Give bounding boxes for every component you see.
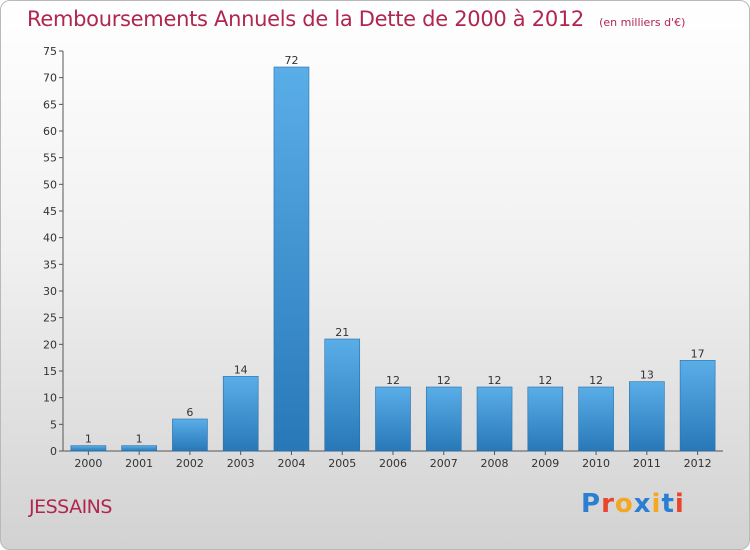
bar-2009[interactable] (527, 386, 564, 452)
y-tick-label: 40 (43, 232, 57, 245)
y-tick-label: 45 (43, 205, 57, 218)
y-tick-label: 20 (43, 338, 57, 351)
logo-letter: t (661, 489, 675, 519)
value-label-2006: 12 (386, 374, 400, 387)
y-tick-label: 35 (43, 258, 57, 271)
bar-2005[interactable] (324, 338, 361, 452)
value-label-2004: 72 (284, 54, 298, 67)
y-tick-label: 0 (50, 445, 57, 458)
x-tick-label: 2000 (74, 457, 102, 470)
logo-letter: x (633, 489, 652, 519)
bar-2012[interactable] (679, 360, 716, 452)
bar-2010[interactable] (578, 386, 614, 452)
logo-letter: r (601, 489, 615, 519)
y-tick-label: 75 (43, 45, 57, 58)
value-label-2010: 12 (589, 374, 603, 387)
bar-2007[interactable] (425, 386, 462, 452)
y-tick-label: 30 (43, 285, 57, 298)
value-label-2001: 1 (136, 433, 143, 446)
value-label-2012: 17 (691, 347, 705, 360)
bar-2002[interactable] (172, 418, 208, 452)
proxiti-logo[interactable]: Proxiti (581, 489, 685, 519)
bar-2000[interactable] (70, 445, 107, 452)
value-label-2009: 12 (538, 374, 552, 387)
x-tick-label: 2004 (277, 457, 305, 470)
x-tick-label: 2007 (430, 457, 458, 470)
chart-title: Remboursements Annuels de la Dette de 20… (27, 7, 584, 31)
x-tick-label: 2012 (684, 457, 712, 470)
commune-name: JESSAINS (29, 496, 112, 518)
bar-2011[interactable] (629, 381, 665, 452)
x-tick-label: 2006 (379, 457, 407, 470)
y-tick-label: 55 (43, 152, 57, 165)
logo-letter: P (581, 489, 602, 519)
y-axis: 0 5 10 15 20 25 30 35 40 45 50 55 60 65 70 75 (43, 45, 64, 458)
value-label-2008: 12 (488, 374, 502, 387)
value-label-2005: 21 (335, 326, 349, 339)
bar-2006[interactable] (375, 386, 411, 452)
logo-letter: o (614, 489, 634, 519)
x-tick-label: 2003 (227, 457, 255, 470)
title-row: Remboursements Annuels de la Dette de 20… (27, 7, 685, 31)
y-tick-label: 25 (43, 312, 57, 325)
value-label-2000: 1 (85, 433, 92, 446)
value-label-2011: 13 (640, 369, 654, 382)
y-tick-label: 70 (43, 72, 57, 85)
x-tick-label: 2001 (125, 457, 153, 470)
x-tick-label: 2009 (531, 457, 559, 470)
value-label-2003: 14 (234, 363, 248, 376)
bar-2003[interactable] (222, 376, 259, 452)
y-tick-label: 50 (43, 178, 57, 191)
x-tick-label: 2011 (633, 457, 661, 470)
bar-2001[interactable] (121, 445, 157, 452)
bars (70, 66, 716, 452)
y-tick-label: 5 (50, 418, 57, 431)
x-axis: 2000 2001 2002 2003 2004 2005 2006 2007 2008 2009… (63, 450, 723, 470)
bar-2004[interactable] (273, 66, 310, 452)
x-tick-label: 2010 (582, 457, 610, 470)
value-labels: 1 1 6 14 72 21 12 12 12 12 12 13 17 (85, 54, 705, 446)
y-tick-label: 60 (43, 125, 57, 138)
logo-letter: i (674, 489, 685, 519)
x-tick-label: 2008 (481, 457, 509, 470)
x-tick-label: 2005 (328, 457, 356, 470)
value-label-2002: 6 (186, 406, 193, 419)
y-tick-label: 15 (43, 365, 57, 378)
value-label-2007: 12 (437, 374, 451, 387)
logo-letter: i (651, 489, 662, 519)
x-tick-label: 2002 (176, 457, 204, 470)
bar-2008[interactable] (476, 386, 513, 452)
y-tick-label: 10 (43, 392, 57, 405)
chart-subtitle: (en milliers d'€) (599, 16, 686, 29)
y-tick-label: 65 (43, 98, 57, 111)
